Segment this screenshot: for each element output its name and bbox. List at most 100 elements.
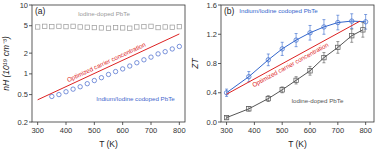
y-tick-label: 5 [24,21,28,30]
point [43,24,47,28]
point [170,47,174,51]
x-tick-label: 400 [60,126,73,135]
x-tick [94,122,95,125]
x-tick-label: 600 [116,126,129,135]
x-tick-label: 700 [332,126,345,135]
x-tick-label: 500 [88,126,101,135]
error-bar [267,54,270,66]
point [336,45,340,49]
point [247,107,251,111]
x-tick [37,122,38,125]
plot-frame [221,5,374,122]
point [113,25,117,29]
y-tick-label: 0.2 [18,118,28,127]
x-axis-label: T (K) [288,139,307,149]
point [177,24,181,28]
error-bar [225,89,228,96]
point [135,61,139,65]
series-label: Optimized carrier concentration [251,41,330,89]
point [156,52,160,56]
error-bar [225,116,228,119]
point [78,85,82,89]
point [50,24,54,28]
point [57,92,61,96]
y-tick [218,5,221,6]
point [142,24,146,28]
point [113,69,117,73]
point [85,81,89,85]
series-line [38,34,180,100]
x-tick [337,122,338,125]
error-bar [361,23,364,38]
x-axis-label: T (K) [99,139,118,149]
y-tick-label: 1 [24,69,28,78]
x-tick-label: 300 [220,126,233,135]
error-bar [350,29,353,42]
series [227,21,361,94]
series [224,23,365,120]
x-tick-label: 700 [145,126,158,135]
y-tick-label: 0.0 [207,118,217,127]
x-tick-label: 300 [31,126,44,135]
point [163,25,167,29]
x-tick [282,122,283,125]
error-bar [281,42,284,55]
series [50,44,182,98]
error-bar [322,20,325,35]
point [64,90,68,94]
y-tick [29,25,32,26]
panel: 3004005006007008000.20.512510T (K)nH (10… [1,1,186,149]
point [322,25,326,29]
x-tick [151,122,152,125]
y-tick [218,122,221,123]
point [224,91,228,95]
series-line [227,21,361,94]
point [266,96,270,100]
error-bar [309,25,312,40]
x-tick [179,122,180,125]
panel-title: (b) [224,6,235,16]
y-tick-label: 2 [24,49,28,58]
x-tick-label: 800 [173,126,186,135]
y-tick [29,122,32,123]
x-tick-label: 800 [359,126,372,135]
y-axis-label: ZT [190,58,200,70]
point [99,26,103,30]
series [224,14,367,97]
point [294,38,298,42]
series-label: Optimized carrier concentration [66,40,147,83]
y-tick [29,53,32,54]
panel: 3004005006007008000.00.40.81.21.6T (K)ZT… [190,1,374,149]
point [71,87,75,91]
series-label: Iodine-doped PbTe [78,10,131,17]
x-tick [254,122,255,125]
error-bar [336,15,339,30]
point [308,31,312,35]
point [363,20,367,24]
point [294,78,298,82]
y-tick-label: 1.2 [207,30,217,39]
x-tick [122,122,123,125]
point [120,67,124,71]
point [247,74,251,78]
point [308,69,312,73]
x-tick [310,122,311,125]
y-tick [218,63,221,64]
point [149,24,153,28]
error-bar [309,66,312,75]
x-tick [66,122,67,125]
panel-title: (a) [35,6,46,16]
point [135,25,139,29]
series-label: Iodine-doped PbTe [291,97,344,104]
point [224,115,228,119]
figure: 3004005006007008000.20.512510T (K)nH (10… [0,0,378,149]
point [35,25,39,29]
point [177,44,181,48]
point [163,49,167,53]
point [322,55,326,59]
y-tick [29,5,32,6]
x-tick [365,122,366,125]
error-bar [322,53,325,63]
point [92,25,96,29]
point [50,94,54,98]
